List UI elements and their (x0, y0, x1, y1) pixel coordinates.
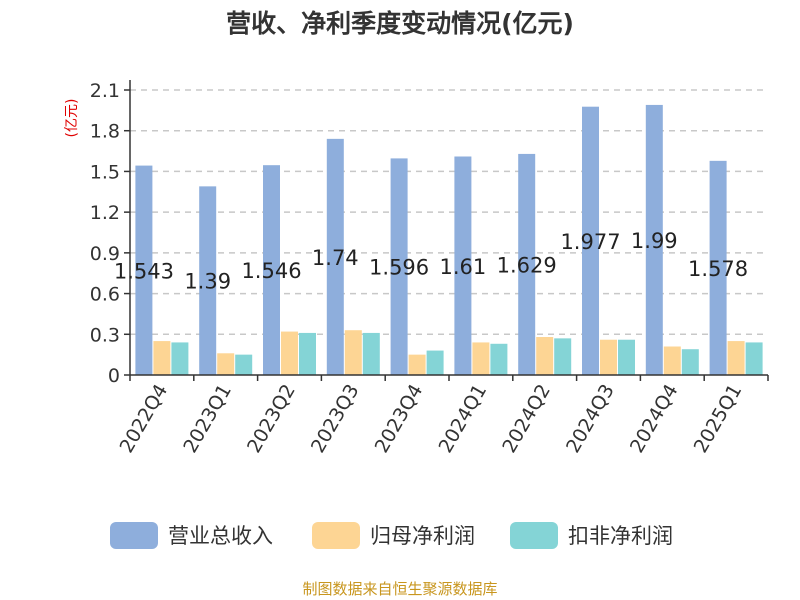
bar-2025Q1-扣非净利润[interactable] (745, 342, 763, 375)
bar-2023Q4-营业总收入[interactable] (390, 158, 408, 375)
y-tick-label: 1.2 (90, 202, 120, 224)
bar-2023Q1-营业总收入[interactable] (199, 186, 217, 375)
bar-2023Q3-扣非净利润[interactable] (362, 332, 380, 375)
bar-2024Q4-营业总收入[interactable] (645, 104, 663, 375)
x-tick-label: 2022Q4 (115, 381, 172, 457)
data-label: 1.596 (369, 256, 429, 280)
bars (135, 104, 763, 376)
bar-2023Q2-扣非净利润[interactable] (299, 332, 316, 375)
legend-label: 归母净利润 (370, 524, 475, 548)
bar-2024Q4-扣非净利润[interactable] (681, 349, 699, 375)
x-tick-label: 2024Q4 (626, 381, 683, 457)
bar-2024Q1-营业总收入[interactable] (454, 156, 472, 376)
bar-2023Q3-营业总收入[interactable] (326, 138, 344, 375)
data-label: 1.99 (631, 229, 678, 253)
x-tick-label: 2024Q3 (562, 381, 619, 457)
bar-2023Q1-扣非净利润[interactable] (235, 354, 253, 375)
data-label: 1.543 (114, 259, 174, 283)
bar-2023Q2-归母净利润[interactable] (281, 331, 298, 375)
bar-2024Q2-营业总收入[interactable] (518, 153, 536, 375)
y-tick-label: 0.6 (90, 284, 120, 306)
bar-2022Q4-归母净利润[interactable] (153, 341, 171, 375)
x-tick-label: 2024Q2 (498, 381, 555, 457)
x-tick-label: 2023Q1 (179, 381, 236, 457)
data-label: 1.977 (560, 230, 620, 254)
legend-item-1[interactable]: 营业总收入 (110, 522, 273, 549)
data-label: 1.61 (440, 255, 487, 279)
x-ticks: 2022Q4 2023Q1 2023Q2 2023Q3 2023Q4 2024Q1 2024… (115, 375, 769, 457)
legend[interactable]: 营业总收入 归母净利润 扣非净利润 (110, 522, 673, 549)
legend-label: 扣非净利润 (568, 524, 673, 548)
bar-2024Q3-扣非净利润[interactable] (618, 339, 635, 375)
bar-2025Q1-营业总收入[interactable] (709, 160, 727, 375)
bar-2022Q4-营业总收入[interactable] (135, 165, 153, 375)
y-tick-label: 0 (108, 365, 120, 387)
bar-2024Q2-扣非净利润[interactable] (554, 338, 572, 375)
legend-item-2[interactable]: 归母净利润 (312, 522, 475, 549)
bar-2024Q3-归母净利润[interactable] (600, 339, 617, 375)
y-tick-label: 2.1 (90, 80, 120, 102)
legend-swatch (312, 522, 360, 549)
source-note: 制图数据来自恒生聚源数据库 (302, 580, 497, 598)
bar-2025Q1-归母净利润[interactable] (727, 341, 745, 375)
x-tick-label: 2023Q3 (307, 381, 364, 457)
bar-2024Q3-营业总收入[interactable] (582, 106, 599, 375)
data-label: 1.629 (497, 253, 557, 277)
bar-2023Q4-归母净利润[interactable] (408, 354, 426, 375)
bar-2024Q1-扣非净利润[interactable] (490, 343, 508, 375)
y-tick-label: 0.3 (90, 324, 120, 346)
y-tick-label: 0.9 (90, 243, 120, 265)
bar-2024Q2-归母净利润[interactable] (536, 337, 554, 375)
bar-2023Q3-归母净利润[interactable] (344, 330, 362, 375)
bar-2022Q4-扣非净利润[interactable] (171, 342, 189, 375)
y-axis-label: (亿元) (64, 99, 80, 138)
x-tick-label: 2024Q1 (434, 381, 491, 457)
data-label: 1.546 (241, 259, 301, 283)
grid-lines (130, 89, 768, 336)
legend-swatch (510, 522, 558, 549)
axes (129, 80, 768, 376)
legend-swatch (110, 522, 158, 549)
chart-title: 营收、净利季度变动情况(亿元) (226, 9, 574, 38)
bar-2023Q4-扣非净利润[interactable] (426, 350, 444, 375)
data-label: 1.39 (184, 270, 231, 294)
legend-item-3[interactable]: 扣非净利润 (510, 522, 673, 549)
legend-label: 营业总收入 (168, 524, 273, 548)
data-label: 1.74 (312, 246, 359, 270)
bar-2024Q1-归母净利润[interactable] (472, 342, 490, 375)
y-tick-label: 1.5 (90, 161, 120, 183)
x-tick-label: 2023Q4 (371, 381, 428, 457)
x-tick-label: 2025Q1 (690, 381, 747, 457)
data-label: 1.578 (688, 257, 748, 281)
bar-2024Q4-归母净利润[interactable] (663, 346, 681, 376)
y-tick-label: 1.8 (90, 121, 120, 143)
x-tick-label: 2023Q2 (243, 381, 300, 457)
bar-2023Q1-归母净利润[interactable] (217, 353, 235, 375)
y-ticks: 0 0.3 0.6 0.9 1.2 1.5 1.8 2.1 (90, 80, 130, 387)
bar-2023Q2-营业总收入[interactable] (263, 165, 280, 375)
